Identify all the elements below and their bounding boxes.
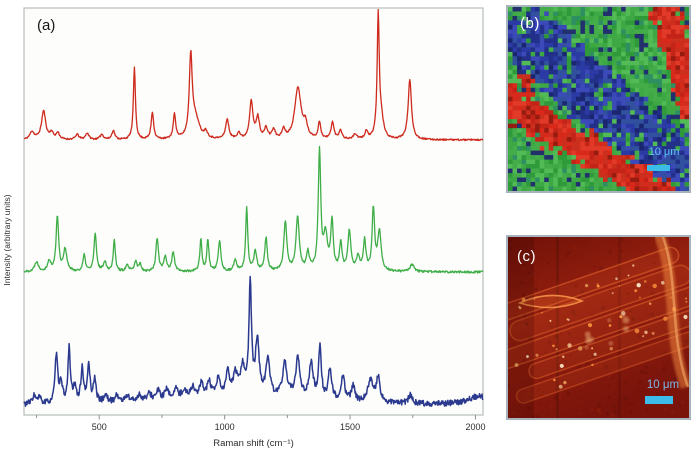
raman-spectra-chart: 500 1000 1500 2000 Raman shift (cm⁻¹) Intensi… — [2, 7, 485, 449]
svg-text:Raman shift (cm⁻¹): Raman shift (cm⁻¹) — [213, 438, 294, 449]
svg-text:2000: 2000 — [465, 422, 485, 432]
panel-c-label: (c) — [517, 248, 536, 265]
svg-text:Intensity (arbitrary units): Intensity (arbitrary units) — [2, 194, 12, 285]
raman-map-panel — [506, 5, 691, 193]
micrograph-image — [508, 237, 689, 418]
panel-c-scalebar-label: 10 μm — [646, 379, 680, 391]
panel-a-label: (a) — [37, 17, 56, 34]
svg-text:1500: 1500 — [340, 422, 360, 432]
panel-b-scalebar-label: 10 μm — [648, 146, 680, 158]
panel-b-label: (b) — [520, 15, 540, 32]
panel-b-scale-bar — [647, 165, 670, 171]
svg-text:500: 500 — [92, 422, 107, 432]
raman-map-image — [508, 7, 689, 191]
svg-text:1000: 1000 — [215, 422, 235, 432]
micrograph-panel — [506, 235, 691, 420]
panel-c-scale-bar — [645, 396, 673, 404]
